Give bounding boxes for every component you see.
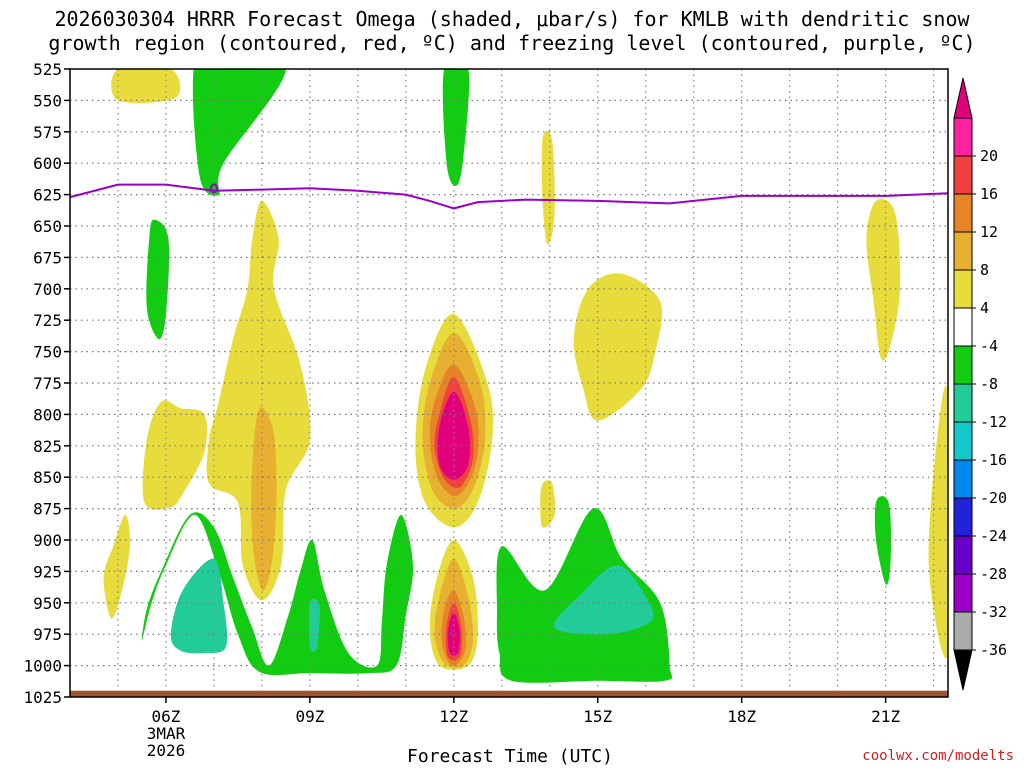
colorbar-box-6	[953, 383, 973, 423]
omega-region-sinking-10	[541, 130, 555, 245]
omega-region-sinking-9	[111, 69, 181, 104]
omega-region-sinking-13	[103, 514, 131, 619]
y-tick-label-550: 550	[33, 91, 62, 110]
freezing-level-layer	[69, 183, 949, 210]
y-tick-label-750: 750	[33, 343, 62, 362]
colorbar-box-9	[953, 269, 973, 309]
x-tick-label-18Z: 18Z	[727, 707, 756, 726]
colorbar-label-13: 20	[980, 147, 998, 165]
colorbar-label-6: -12	[980, 413, 1007, 431]
x-tick-date-year: 2026	[147, 741, 186, 760]
chart-title-line-2: growth region (contoured, red, ºC) and f…	[48, 31, 976, 55]
y-tick-label-675: 675	[33, 248, 62, 267]
colorbar-box-0	[953, 611, 973, 651]
axes-layer: 525 550 575 600 625 650 675 700 725 750 775 800 825 8…	[23, 60, 949, 760]
colorbar-label-2: -28	[980, 565, 1007, 583]
grid-layer	[70, 69, 948, 697]
colorbar-box-2	[953, 535, 973, 575]
y-tick-label-650: 650	[33, 217, 62, 236]
x-tick-label-15Z: 15Z	[583, 707, 612, 726]
y-tick-label-850: 850	[33, 468, 62, 487]
omega-region-rising-3	[874, 496, 891, 585]
x-axis-title: Forecast Time (UTC)	[407, 746, 613, 767]
y-tick-label-950: 950	[33, 594, 62, 613]
colorbar-box-3	[953, 497, 973, 537]
y-tick-label-1025: 1025	[23, 688, 62, 707]
y-tick-label-725: 725	[33, 311, 62, 330]
y-tick-label-800: 800	[33, 405, 62, 424]
colorbar-label-12: 16	[980, 185, 998, 203]
omega-region-sinking-12	[142, 400, 208, 510]
y-tick-label-775: 775	[33, 374, 62, 393]
omega-region-rising-2	[146, 219, 170, 340]
ground-surface	[70, 690, 948, 697]
colorbar-min-arrow	[953, 649, 973, 691]
y-tick-label-925: 925	[33, 562, 62, 581]
x-tick-date-month: 3MAR	[147, 724, 186, 743]
credit-link[interactable]: coolwx.com/modelts	[862, 748, 1014, 764]
omega-region-sinking-11	[206, 200, 311, 601]
y-tick-label-600: 600	[33, 154, 62, 173]
y-tick-label-625: 625	[33, 186, 62, 205]
omega-region-rising-8	[553, 565, 654, 635]
colorbar-box-11	[953, 193, 973, 233]
x-tick-label-09Z: 09Z	[295, 707, 324, 726]
chart-title-line-1: 2026030304 HRRR Forecast Omega (shaded, …	[54, 7, 970, 31]
omega-shading-layer	[103, 69, 948, 683]
omega-region-sinking-19	[928, 385, 948, 659]
omega-region-sinking-17	[573, 273, 663, 421]
omega-region-rising-6	[170, 558, 228, 654]
omega-region-sinking-16	[540, 480, 556, 528]
colorbar-box-12	[953, 155, 973, 195]
omega-region-rising-4	[141, 512, 414, 676]
colorbar-label-3: -24	[980, 527, 1007, 545]
x-tick-label-06Z: 06Z	[152, 707, 181, 726]
colorbar-label-0: -36	[980, 641, 1007, 659]
freezing-level-line	[69, 183, 949, 210]
y-tick-label-1000: 1000	[23, 657, 62, 676]
colorbar-box-4	[953, 459, 973, 499]
y-tick-label-575: 575	[33, 123, 62, 142]
y-tick-label-700: 700	[33, 280, 62, 299]
colorbar-box-8	[953, 307, 973, 347]
colorbar-box-1	[953, 573, 973, 613]
omega-region-sinking-21	[251, 407, 277, 591]
colorbar-label-1: -32	[980, 603, 1007, 621]
y-tick-label-875: 875	[33, 500, 62, 519]
colorbar-label-8: -4	[980, 337, 998, 355]
colorbar-label-4: -20	[980, 489, 1007, 507]
colorbar-label-10: 8	[980, 261, 989, 279]
ground-layer	[70, 690, 948, 697]
y-tick-label-975: 975	[33, 625, 62, 644]
colorbar-label-9: 4	[980, 299, 989, 317]
omega-region-sinking-28	[447, 612, 460, 656]
y-tick-label-525: 525	[33, 60, 62, 79]
omega-region-sinking-18	[866, 198, 901, 361]
x-tick-label-21Z: 21Z	[871, 707, 900, 726]
colorbar-box-5	[953, 421, 973, 461]
omega-region-rising-1	[442, 69, 470, 186]
colorbar: -36 -32 -28 -24 -20 -16 -12 -8 -4 4 8 12 16 20	[953, 77, 1007, 691]
colorbar-box-10	[953, 231, 973, 271]
dendritic-growth-marker	[209, 183, 218, 194]
colorbar-label-7: -8	[980, 375, 998, 393]
colorbar-label-11: 12	[980, 223, 998, 241]
omega-region-rising-0	[192, 69, 286, 196]
colorbar-max-arrow	[953, 77, 973, 119]
colorbar-label-5: -16	[980, 451, 1007, 469]
omega-region-sinking-27	[437, 391, 470, 480]
x-tick-label-12Z: 12Z	[439, 707, 468, 726]
omega-region-rising-7	[308, 598, 320, 653]
colorbar-box-7	[953, 345, 973, 385]
y-tick-label-900: 900	[33, 531, 62, 550]
y-tick-label-825: 825	[33, 437, 62, 456]
colorbar-box-13	[953, 117, 973, 157]
